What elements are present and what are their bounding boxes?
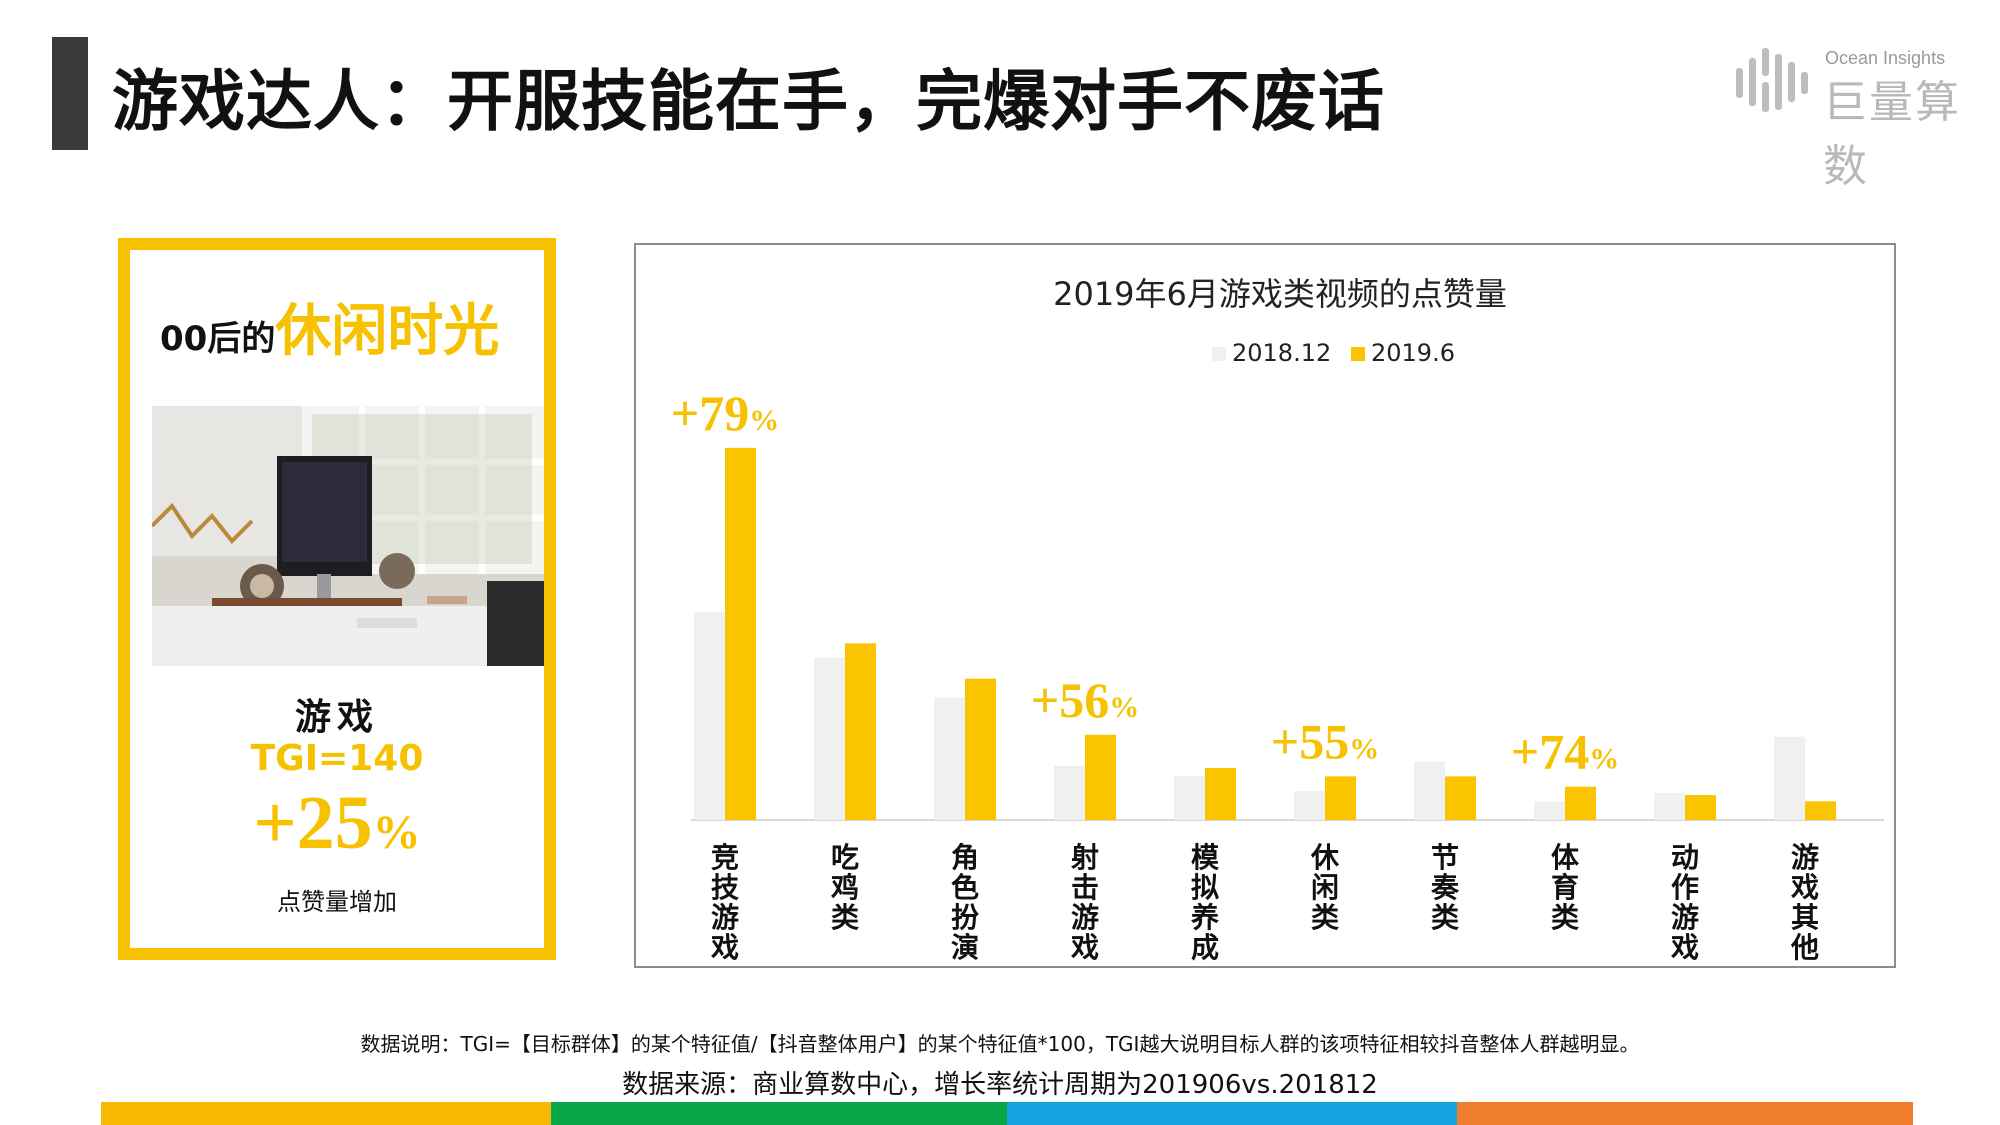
bar-2018.12-竞技游戏 [694,612,725,820]
x-tick-label-吃鸡类: 吃鸡类 [830,841,859,934]
x-tick-label-竞技游戏: 竞技游戏 [710,841,739,964]
card-heading-prefix: 00后的 [160,319,276,359]
bar-2019.6-动作游戏 [1685,795,1716,820]
bar-chart: 2019年6月游戏类视频的点赞量 2018.12 2019.6 竞技游戏 吃鸡类 角色扮演… [671,275,1884,964]
bar-2019.6-模拟养成 [1205,768,1236,820]
desk-photo [152,406,544,666]
x-tick-label-节奏类: 节奏类 [1430,841,1460,934]
bar-2018.12-体育类 [1534,801,1565,820]
bar-2019.6-角色扮演 [965,678,996,820]
bottom-bar-segment-3 [1007,1102,1457,1125]
bar-2018.12-吃鸡类 [814,657,845,820]
logo: Ocean Insights 巨量算数 [1730,46,1990,192]
data-source: 数据来源：商业算数中心，增长率统计周期为201906vs.201812 [622,1070,1378,1100]
card-heading-highlight: 休闲时光 [275,299,500,364]
bar-2018.12-动作游戏 [1654,792,1685,820]
bar-2019.6-休闲类 [1325,776,1356,820]
bar-2019.6-吃鸡类 [845,643,876,820]
bar-2019.6-竞技游戏 [725,447,756,820]
bar-2019.6-节奏类 [1445,776,1476,820]
legend-swatch-2019.6 [1351,347,1365,361]
x-tick-label-射击游戏: 射击游戏 [1070,841,1099,964]
highlight-card: 00后的休闲时光 [118,238,556,960]
logo-icon [1736,48,1808,112]
bar-2018.12-射击游戏 [1054,765,1085,820]
card-growth-value: +25 [253,781,373,865]
legend-label-2018.12: 2018.12 [1232,339,1331,367]
card-tgi: TGI=140 [250,738,424,779]
bar-2018.12-模拟养成 [1174,776,1205,820]
chart-title: 2019年6月游戏类视频的点赞量 [1053,275,1507,313]
x-tick-label-动作游戏: 动作游戏 [1670,841,1699,964]
x-tick-label-游戏其他: 游戏其他 [1790,841,1819,964]
title-accent-bar [52,37,88,150]
growth-annotation-竞技游戏: +79% [671,385,780,441]
card-growth-unit: % [372,806,421,859]
logo-subtitle: Ocean Insights [1825,48,1946,68]
x-tick-label-角色扮演: 角色扮演 [951,841,980,964]
card-note: 点赞量增加 [277,888,397,916]
bar-2018.12-休闲类 [1294,790,1325,820]
footnote: 数据说明：TGI=【目标群体】的某个特征值/【抖音整体用户】的某个特征值*100… [360,1032,1640,1056]
bar-2019.6-体育类 [1565,786,1596,820]
bar-2019.6-游戏其他 [1805,801,1836,820]
chart-frame: 2019年6月游戏类视频的点赞量 2018.12 2019.6 竞技游戏 吃鸡类 角色扮演… [634,243,1896,968]
x-tick-label-体育类: 体育类 [1551,841,1580,934]
card-category: 游戏 [294,697,379,738]
bar-2018.12-节奏类 [1414,761,1445,820]
x-tick-label-休闲类: 休闲类 [1310,841,1340,934]
legend-label-2019.6: 2019.6 [1371,339,1455,367]
logo-text: 巨量算数 [1823,77,1961,192]
bar-2019.6-射击游戏 [1085,734,1116,820]
bar-2018.12-游戏其他 [1774,736,1805,820]
growth-annotation-射击游戏: +56% [1031,672,1140,728]
card-heading: 00后的休闲时光 [160,286,499,367]
card-growth: +25% [130,780,544,867]
bottom-bar-segment-1 [101,1102,551,1125]
bottom-bar-segment-2 [551,1102,1007,1125]
bar-2018.12-角色扮演 [934,697,965,820]
growth-annotation-体育类: +74% [1511,724,1620,780]
legend-swatch-2018.12 [1212,347,1226,361]
page-title: 游戏达人：开服技能在手，完爆对手不废话 [112,63,1385,140]
growth-annotation-休闲类: +55% [1271,713,1380,769]
x-tick-label-模拟养成: 模拟养成 [1191,841,1220,964]
bottom-bar-segment-4 [1457,1102,1913,1125]
